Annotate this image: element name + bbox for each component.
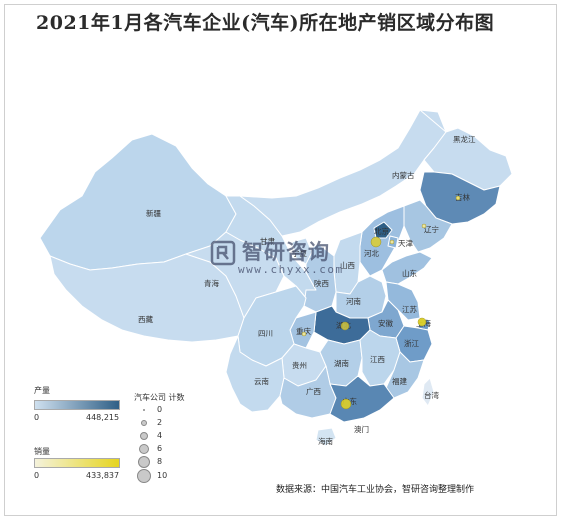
legend-count-title: 汽车公司 计数 xyxy=(134,393,185,402)
brand-logo-icon xyxy=(210,240,236,266)
bubble-jilin[interactable] xyxy=(455,195,461,201)
legend-count-dot xyxy=(141,420,147,426)
label-taiwan: 台湾 xyxy=(424,390,439,400)
legend-sales-bar xyxy=(34,458,120,468)
bubble-beijing[interactable] xyxy=(370,236,382,248)
label-hainan: 海南 xyxy=(318,436,333,446)
legend-count-label: 10 xyxy=(157,471,168,480)
bubble-tianjin[interactable] xyxy=(389,239,395,245)
province-liaoning[interactable] xyxy=(403,199,453,253)
watermark: 智研咨询 www.chyxx.com xyxy=(208,236,358,282)
province-beijing[interactable] xyxy=(373,221,393,239)
label-hunan: 湖南 xyxy=(334,358,349,368)
legend-count-dot xyxy=(139,444,149,454)
bubble-liaoning[interactable] xyxy=(421,223,427,229)
legend-count-dot xyxy=(143,409,145,411)
legend-count-row: 4 xyxy=(137,430,177,443)
label-xizang: 西藏 xyxy=(138,314,153,324)
legend-production-min: 0 xyxy=(34,413,40,422)
legend-count-label: 2 xyxy=(157,418,163,427)
company-bubbles xyxy=(301,195,461,410)
province-ningxia[interactable] xyxy=(291,237,313,265)
label-jilin: 吉林 xyxy=(455,192,470,202)
label-fujian: 福建 xyxy=(392,376,407,386)
legend-sales-min: 0 xyxy=(34,471,40,480)
label-ningxia: 宁夏 xyxy=(292,248,307,258)
label-guangxi: 广西 xyxy=(306,386,321,396)
label-jiangxi: 江西 xyxy=(370,355,385,364)
label-qinghai: 青海 xyxy=(204,278,219,288)
label-shaanxi: 陕西 xyxy=(314,278,329,288)
label-guizhou: 贵州 xyxy=(292,360,307,370)
legend-count-dot xyxy=(137,469,151,483)
legend-count-row: 8 xyxy=(137,456,177,469)
legend-count-label: 0 xyxy=(157,405,163,414)
province-guangdong[interactable] xyxy=(329,375,395,423)
label-sichuan: 四川 xyxy=(258,329,273,338)
legend-count-label: 8 xyxy=(157,457,163,466)
province-taiwan[interactable] xyxy=(421,377,435,407)
bubble-hubei[interactable] xyxy=(340,321,350,331)
label-tianjin: 天津 xyxy=(398,239,413,248)
legend-count-dot xyxy=(138,456,150,468)
legend-count-dot xyxy=(140,432,148,440)
legend-count-label: 4 xyxy=(157,431,163,440)
province-hainan[interactable] xyxy=(315,427,337,447)
bubble-guangdong[interactable] xyxy=(340,398,352,410)
label-henan: 河南 xyxy=(346,296,361,306)
label-shandong: 山东 xyxy=(402,268,417,278)
legend-count-row: 6 xyxy=(137,443,177,456)
legend-production-max: 448,215 xyxy=(86,413,120,422)
chart-title: 2021年1月各汽车企业(汽车)所在地产销区域分布图 xyxy=(36,12,495,34)
watermark-url: www.chyxx.com xyxy=(238,263,344,276)
bubble-chongqing[interactable] xyxy=(301,331,307,337)
label-neimenggu: 内蒙古 xyxy=(392,170,415,180)
label-macau: 澳门 xyxy=(354,424,369,434)
label-heilongjiang: 黑龙江 xyxy=(453,134,476,144)
label-jiangsu: 江苏 xyxy=(402,304,417,314)
label-shanxi: 山西 xyxy=(340,260,355,270)
label-hebei: 河北 xyxy=(364,249,379,258)
legend-count-row: 2 xyxy=(137,417,177,430)
label-liaoning: 辽宁 xyxy=(424,224,439,234)
legend-count-label: 6 xyxy=(157,444,163,453)
legend-sales-max: 433,837 xyxy=(86,471,120,480)
label-anhui: 安徽 xyxy=(378,318,393,328)
data-source-note: 数据来源：中国汽车工业协会，智研咨询整理制作 xyxy=(276,485,475,495)
label-beijing: 北京 xyxy=(374,226,389,236)
label-zhejiang: 浙江 xyxy=(404,338,419,348)
legend-count-row: 10 xyxy=(137,469,177,483)
bubble-shanghai[interactable] xyxy=(417,317,427,327)
watermark-brand: 智研咨询 xyxy=(242,240,330,264)
province-yunnan[interactable] xyxy=(225,335,285,413)
label-xinjiang: 新疆 xyxy=(146,208,161,218)
legend-count-row: 0 xyxy=(137,404,177,417)
legend-production-title: 产量 xyxy=(34,386,50,395)
label-gansu: 甘肃 xyxy=(260,236,275,246)
label-chongqing: 重庆 xyxy=(296,326,311,336)
legend-sales-title: 销量 xyxy=(34,447,50,456)
label-yunnan: 云南 xyxy=(254,376,269,386)
legend-production-bar xyxy=(34,400,120,410)
